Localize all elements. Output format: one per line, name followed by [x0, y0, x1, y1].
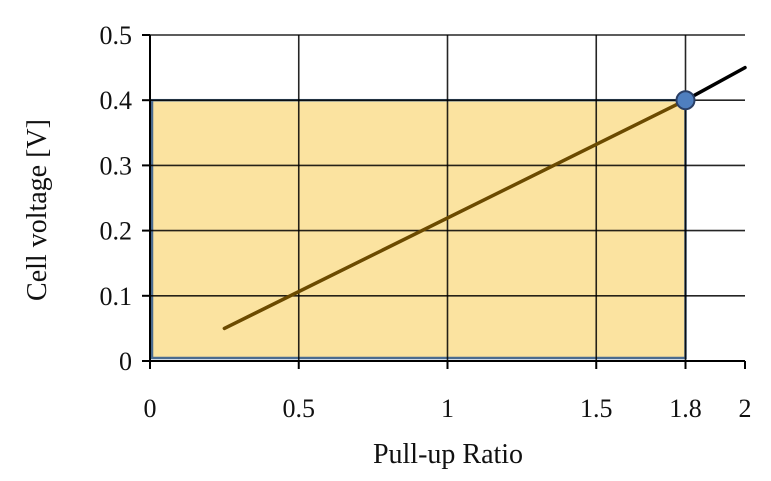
y-tick-label-3: 0.3	[100, 151, 133, 180]
y-axis-title: Cell voltage [V]	[22, 119, 53, 301]
y-tick-label-4: 0.4	[100, 86, 133, 115]
x-tick-label-1: 0.5	[283, 394, 316, 423]
x-tick-label-3: 1.5	[580, 394, 613, 423]
y-tick-label-0: 0	[119, 347, 132, 376]
highlight-marker	[675, 90, 696, 111]
x-tick-label-0: 0	[144, 394, 157, 423]
series-line-1	[683, 65, 747, 102]
y-tick-label-5: 0.5	[100, 21, 133, 50]
x-tick-label-2: 1	[441, 394, 454, 423]
x-tick-label-5: 2	[739, 394, 752, 423]
x-axis-title: Pull-up Ratio	[373, 439, 523, 470]
x-tick-label-4: 1.8	[669, 394, 702, 423]
series-line-0	[222, 98, 688, 331]
y-tick-label-1: 0.1	[100, 282, 133, 311]
y-tick-label-2: 0.2	[100, 217, 133, 246]
